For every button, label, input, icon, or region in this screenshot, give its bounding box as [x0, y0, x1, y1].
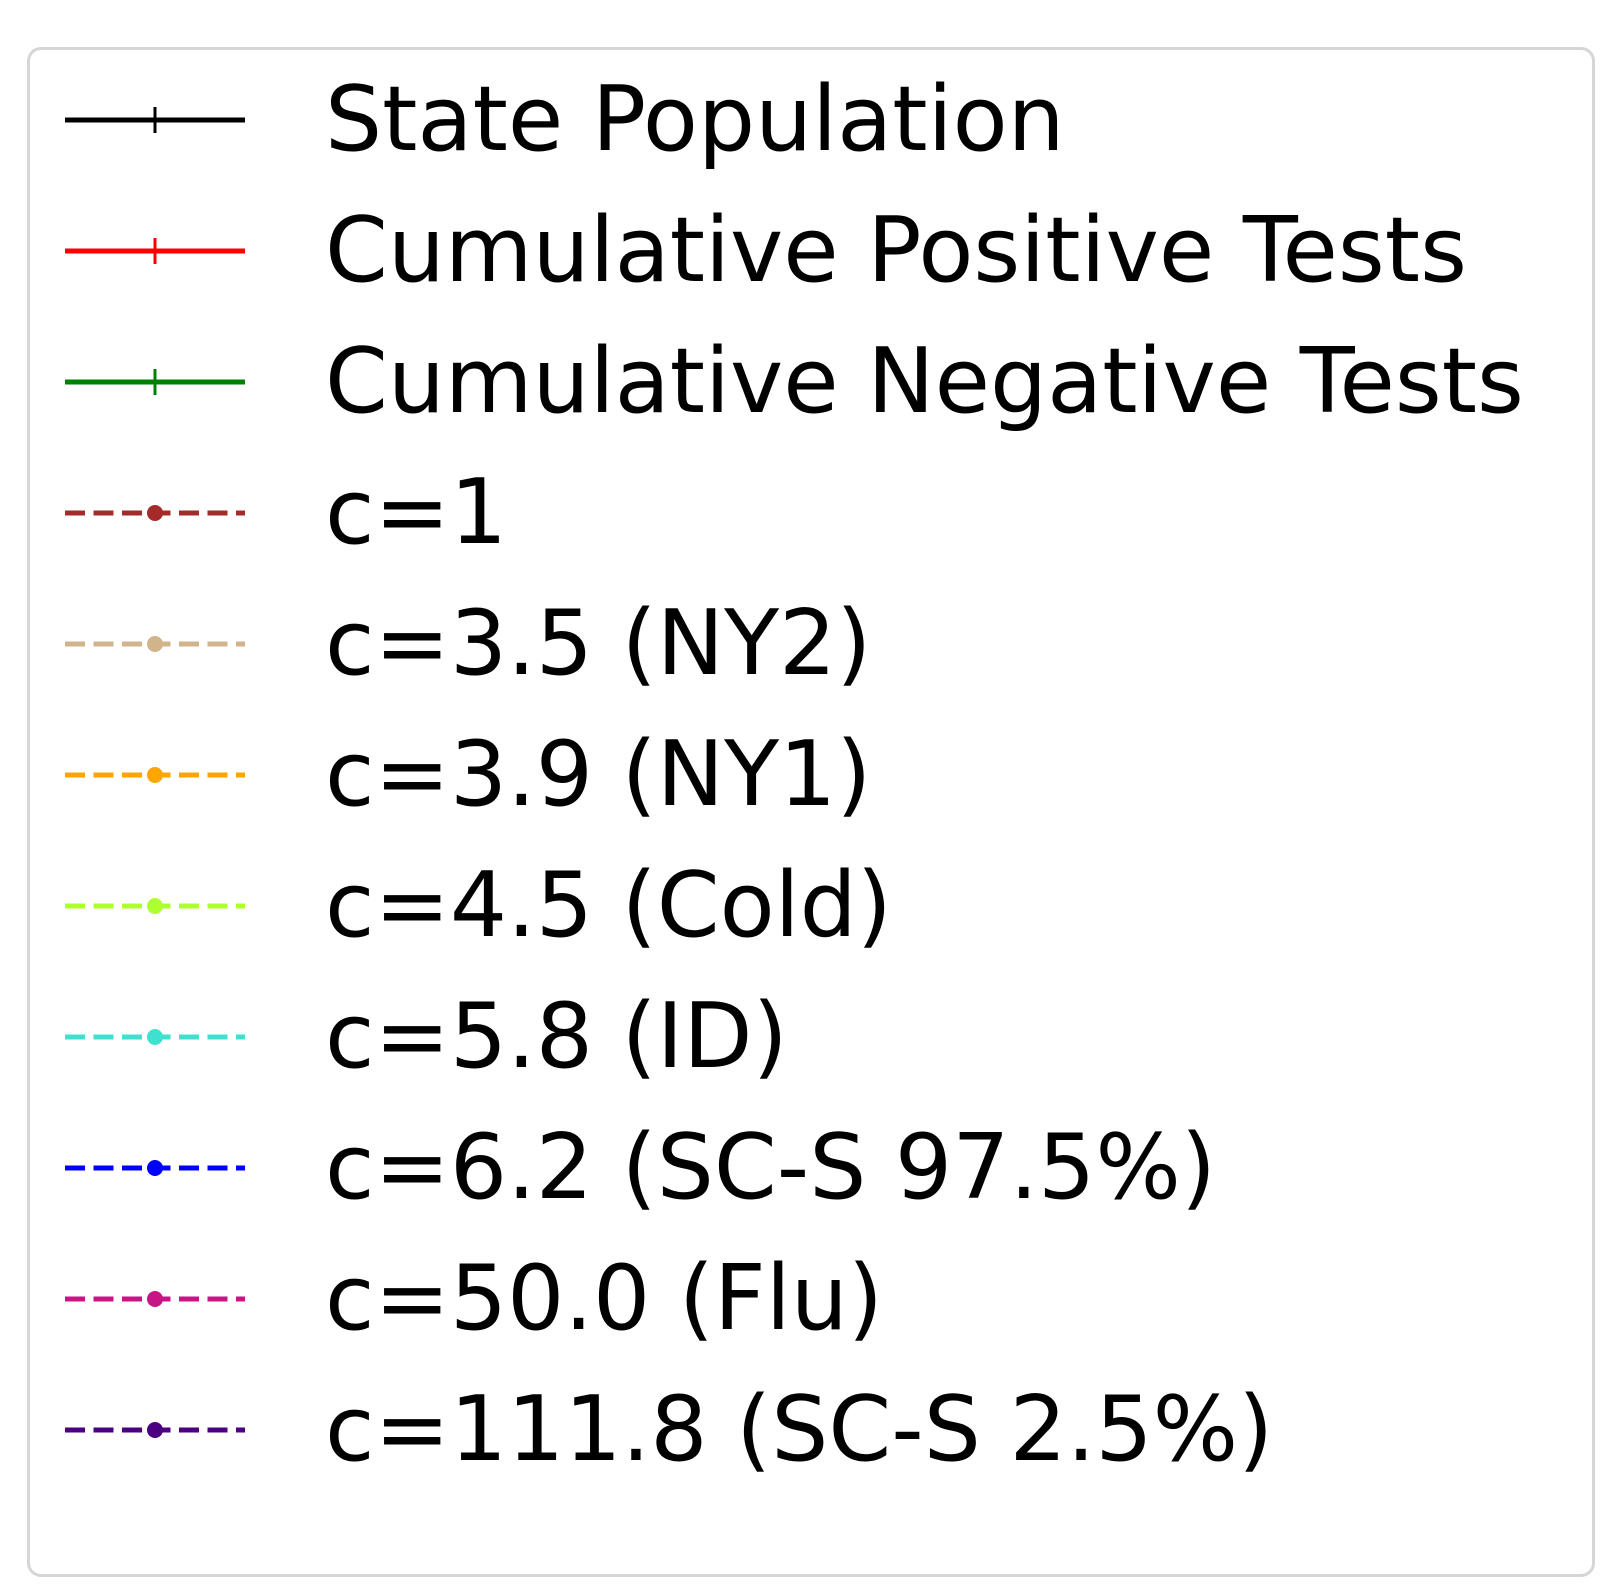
legend-label: c=4.5 (Cold): [325, 853, 892, 958]
legend-label: c=50.0 (Flu): [325, 1246, 883, 1351]
dot-marker-icon: [147, 636, 163, 652]
legend-entry: Cumulative Negative Tests: [30, 322, 1592, 442]
legend-entry: c=1: [30, 453, 1592, 573]
dot-marker-icon: [147, 898, 163, 914]
dot-marker-icon: [147, 767, 163, 783]
legend-entry: c=3.9 (NY1): [30, 715, 1592, 835]
legend-label: c=3.9 (NY1): [325, 722, 872, 827]
legend-handle-solid-line: [65, 238, 245, 264]
legend-handle-dashed-line: [65, 1160, 245, 1176]
dot-marker-icon: [147, 1160, 163, 1176]
legend-label: c=111.8 (SC-S 2.5%): [325, 1377, 1274, 1482]
legend-handle-solid-line: [65, 369, 245, 395]
dot-marker-icon: [147, 505, 163, 521]
legend-entry: c=6.2 (SC-S 97.5%): [30, 1108, 1592, 1228]
legend-label: Cumulative Positive Tests: [325, 198, 1467, 303]
legend-handle-dashed-line: [65, 767, 245, 783]
legend-handle-dashed-line: [65, 1291, 245, 1307]
dot-marker-icon: [147, 1291, 163, 1307]
legend-handle-dashed-line: [65, 1422, 245, 1438]
legend-handle-dashed-line: [65, 1029, 245, 1045]
dot-marker-icon: [147, 1422, 163, 1438]
legend-label: State Population: [325, 67, 1065, 172]
legend-handle-dashed-line: [65, 636, 245, 652]
dot-marker-icon: [147, 1029, 163, 1045]
legend-handle-solid-line: [65, 107, 245, 133]
legend-entry: c=3.5 (NY2): [30, 584, 1592, 704]
legend-handle-dashed-line: [65, 898, 245, 914]
legend-label: c=6.2 (SC-S 97.5%): [325, 1115, 1216, 1220]
chart-legend: State Population Cumulative Positive Test…: [27, 47, 1595, 1577]
legend-entry: c=50.0 (Flu): [30, 1239, 1592, 1359]
legend-label: c=3.5 (NY2): [325, 591, 872, 696]
legend-label: c=1: [325, 460, 508, 565]
legend-entry: State Population: [30, 60, 1592, 180]
legend-entry: c=5.8 (ID): [30, 977, 1592, 1097]
legend-handle-dashed-line: [65, 505, 245, 521]
legend-label: c=5.8 (ID): [325, 984, 788, 1089]
legend-entry: c=111.8 (SC-S 2.5%): [30, 1370, 1592, 1490]
legend-label: Cumulative Negative Tests: [325, 329, 1524, 434]
legend-entry: c=4.5 (Cold): [30, 846, 1592, 966]
legend-entry: Cumulative Positive Tests: [30, 191, 1592, 311]
